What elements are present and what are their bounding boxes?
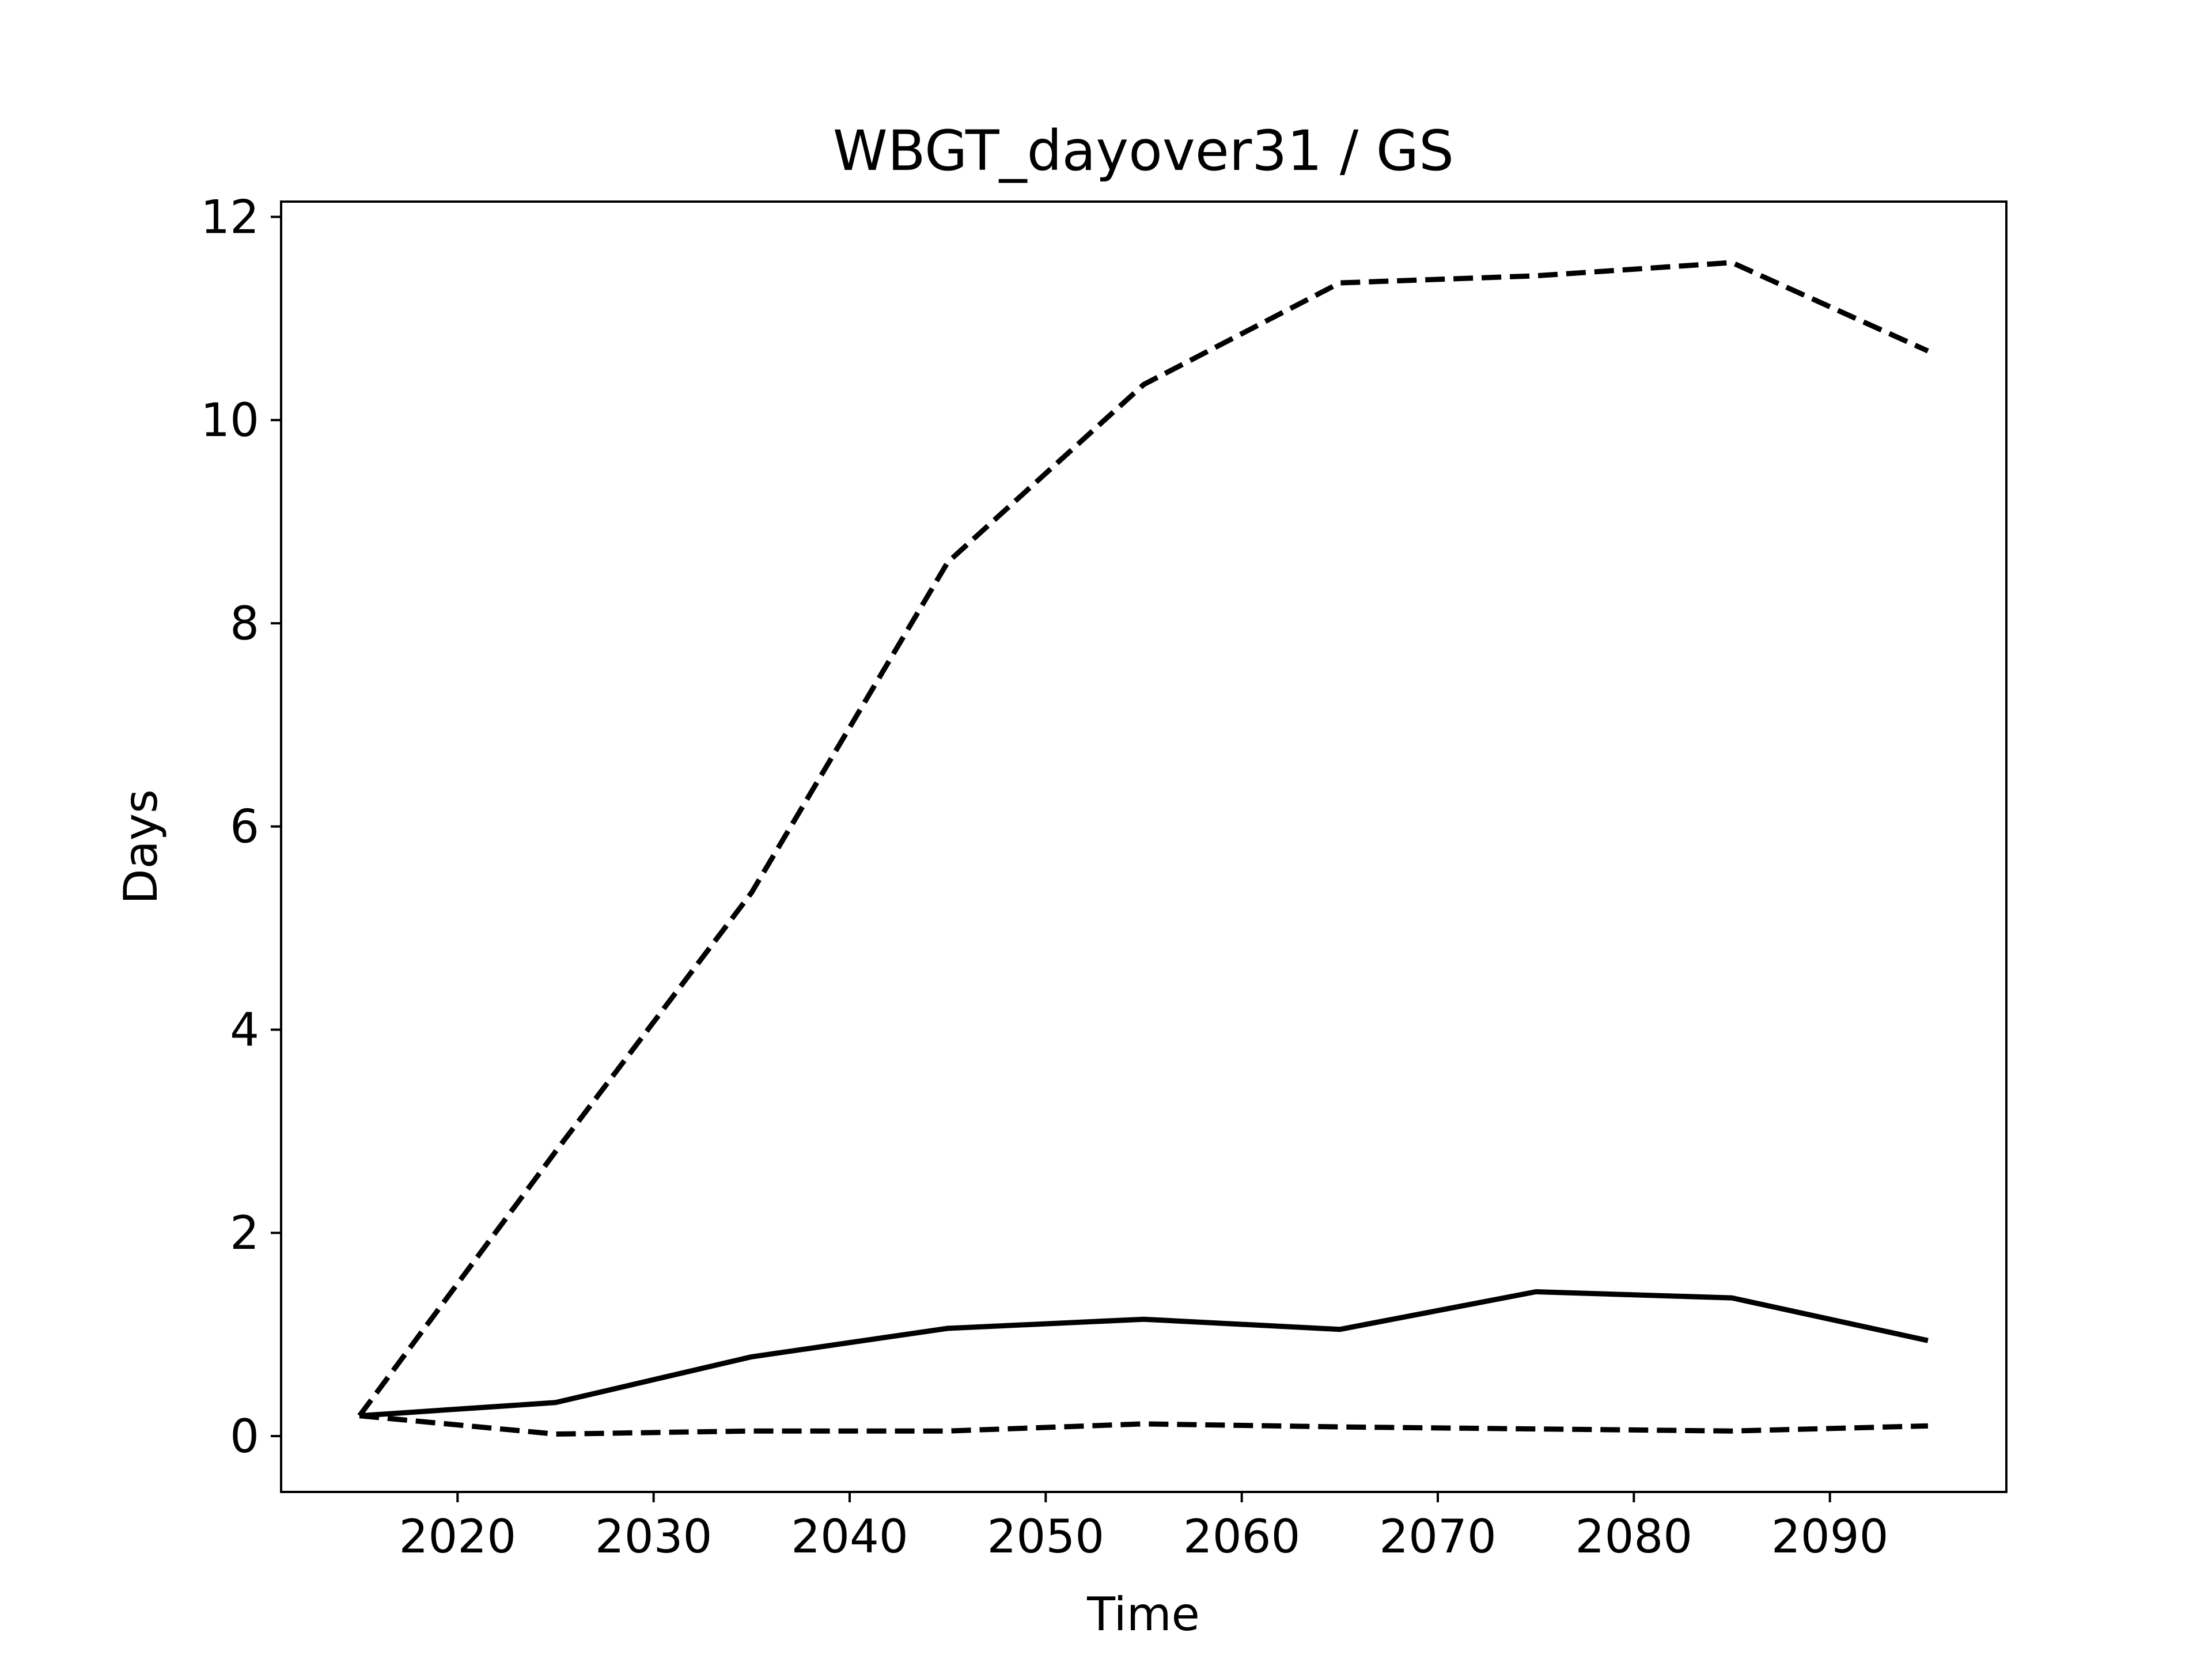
y-tick-label: 0 bbox=[230, 1410, 259, 1463]
series-line-3 bbox=[359, 1413, 1929, 1437]
y-tick-label: 6 bbox=[230, 800, 259, 854]
series-layer bbox=[357, 260, 1929, 1437]
chart-title: WBGT_dayover31 / GS bbox=[833, 119, 1454, 183]
y-tick-label: 2 bbox=[230, 1206, 259, 1260]
y-axis-title: Days bbox=[114, 789, 168, 904]
x-tick-label: 2030 bbox=[595, 1510, 713, 1563]
x-tick-label: 2020 bbox=[399, 1510, 517, 1563]
y-tick-label: 8 bbox=[230, 597, 259, 650]
plot-frame bbox=[280, 200, 2008, 1493]
x-tick-label: 2080 bbox=[1575, 1510, 1693, 1563]
x-axis: 2020 2030 2040 2050 2060 2070 2080 2090 bbox=[399, 1492, 1889, 1563]
x-tick-label: 2050 bbox=[987, 1510, 1105, 1563]
x-tick-label: 2040 bbox=[791, 1510, 908, 1563]
y-axis: 0 2 4 6 8 10 12 bbox=[200, 190, 281, 1463]
x-tick-label: 2090 bbox=[1771, 1510, 1889, 1563]
y-tick-label: 4 bbox=[230, 1003, 259, 1056]
x-tick-label: 2070 bbox=[1379, 1510, 1497, 1563]
plot-area bbox=[280, 200, 2008, 1493]
y-tick-label: 10 bbox=[200, 393, 259, 447]
x-tick-label: 2060 bbox=[1183, 1510, 1301, 1563]
y-tick-label: 12 bbox=[200, 190, 259, 244]
series-line-2 bbox=[359, 1289, 1929, 1419]
series-line-1 bbox=[357, 260, 1929, 1418]
x-axis-title: Time bbox=[1086, 1588, 1200, 1641]
